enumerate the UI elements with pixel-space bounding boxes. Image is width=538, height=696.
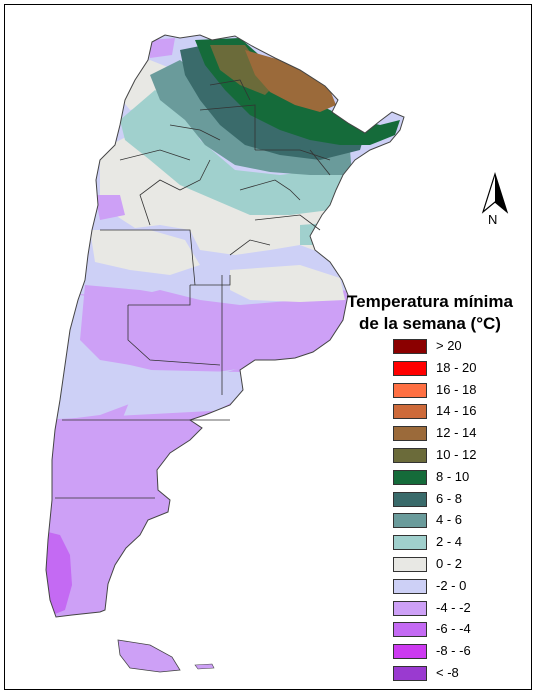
legend-label: -4 - -2 (436, 599, 471, 615)
isla-de-los-estados (194, 663, 215, 670)
legend-label: 0 - 2 (436, 555, 463, 571)
legend-label: < -8 (436, 664, 459, 680)
north-arrow: N (480, 172, 510, 228)
legend-swatch (393, 556, 427, 572)
legend-swatch (393, 665, 427, 681)
legend-swatch (393, 382, 427, 398)
legend-label: 18 - 20 (436, 359, 477, 375)
legend-label: 2 - 4 (436, 534, 463, 550)
legend-label: -6 - -4 (436, 621, 471, 637)
legend-label: 14 - 16 (436, 403, 477, 419)
legend-label: 10 - 12 (436, 446, 477, 462)
north-arrow-icon (481, 172, 509, 214)
legend-label: 12 - 14 (436, 425, 477, 441)
legend-swatch (393, 622, 427, 638)
legend-swatch (393, 535, 427, 551)
legend-label: 4 - 6 (436, 512, 463, 528)
legend-swatch (393, 469, 427, 485)
legend-swatch (393, 404, 427, 420)
legend-label: 8 - 10 (436, 468, 470, 484)
legend-swatch (393, 513, 427, 529)
legend-label: > 20 (436, 338, 462, 353)
legend-label: -8 - -6 (436, 643, 471, 659)
legend-label: 6 - 8 (436, 490, 463, 506)
north-label: N (488, 212, 498, 227)
legend-swatch (393, 600, 427, 616)
legend-swatch (393, 426, 427, 442)
temperature-zones (46, 35, 404, 617)
tierra-del-fuego (117, 639, 181, 673)
legend-swatch (393, 447, 427, 463)
legend-swatch (393, 339, 427, 354)
legend-label: -2 - 0 (436, 577, 467, 593)
legend-swatch (393, 578, 427, 594)
legend-swatch (393, 491, 427, 507)
legend-label: 16 - 18 (436, 381, 477, 397)
legend-title: Temperatura mínima de la semana (°C) (330, 291, 530, 335)
legend-title-line1: Temperatura mínima (347, 292, 513, 311)
legend-swatch (393, 360, 427, 376)
country-outline (45, 34, 405, 618)
province-boundaries (55, 79, 331, 499)
legend-title-line2: de la semana (°C) (359, 314, 501, 333)
legend-swatch (393, 644, 427, 660)
